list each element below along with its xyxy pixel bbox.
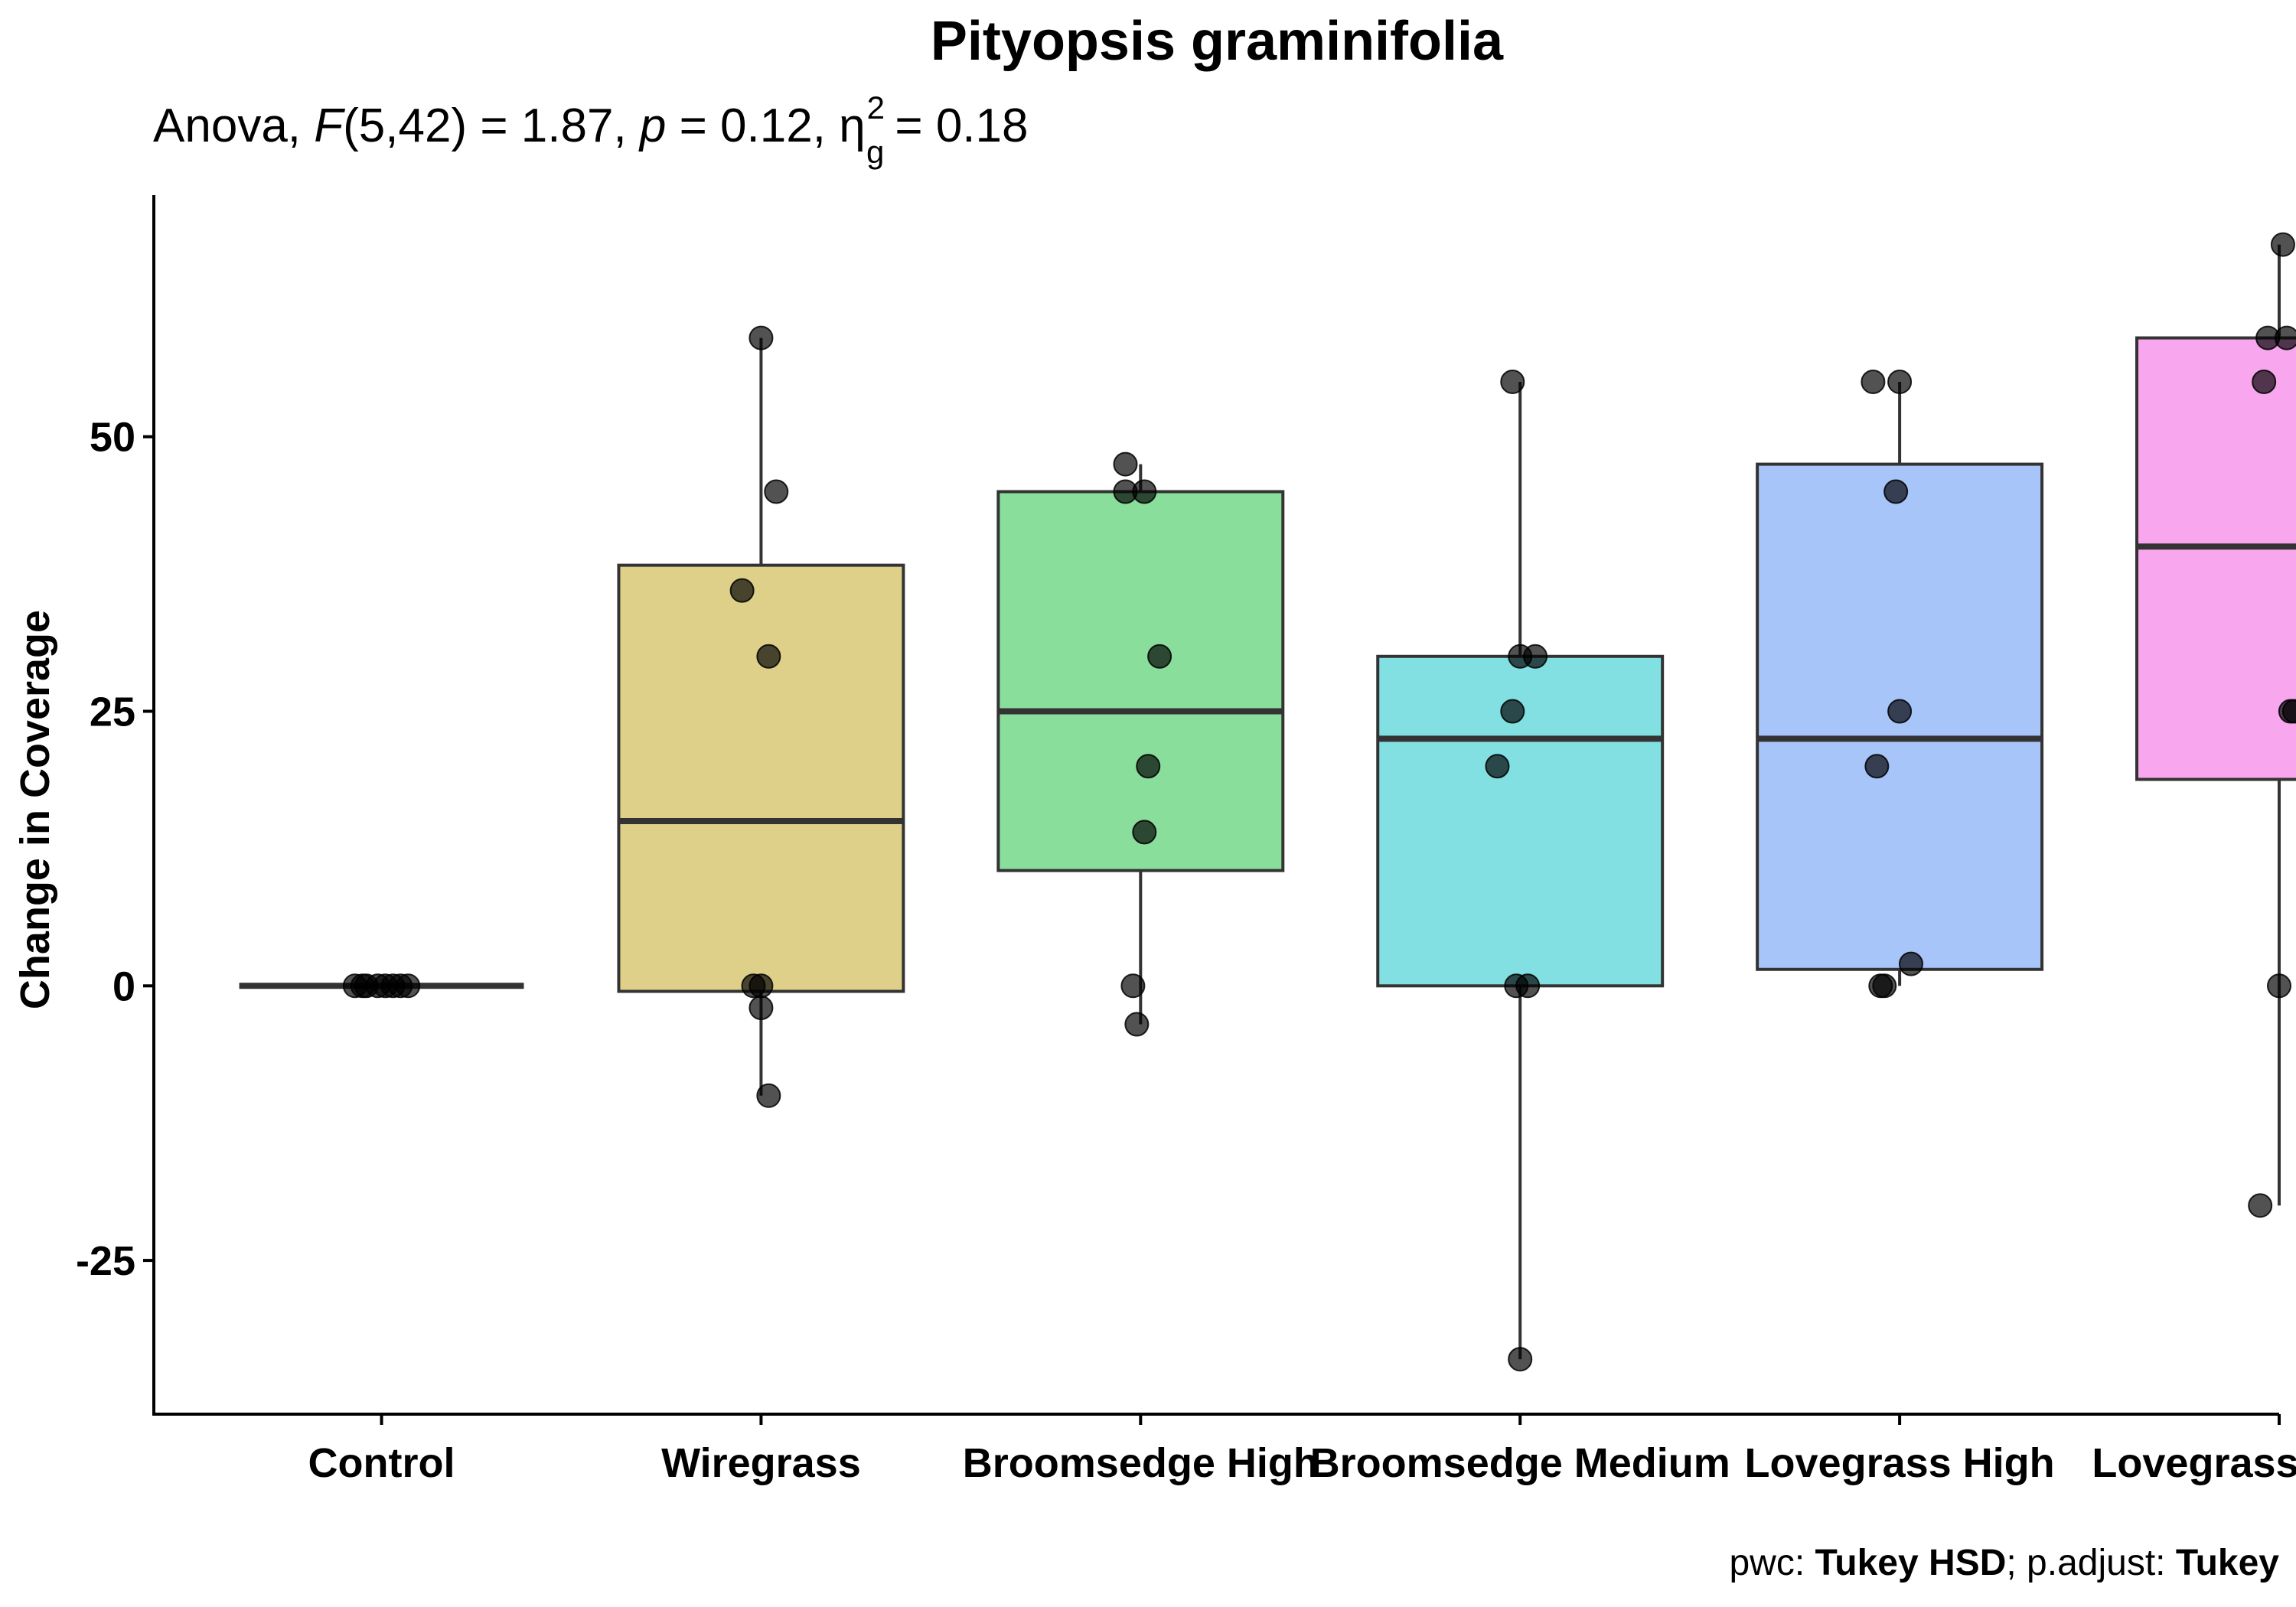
data-point — [1132, 479, 1157, 504]
data-point — [1872, 973, 1897, 999]
caption-adjust-value: Tukey — [2176, 1543, 2279, 1583]
data-point — [2281, 699, 2296, 724]
data-point — [396, 973, 421, 999]
data-point — [1523, 644, 1548, 669]
y-tick-label: 50 — [90, 415, 135, 461]
subtitle-p-symbol: p — [638, 99, 666, 152]
data-point — [729, 578, 755, 603]
caption-pwc-value: Tukey HSD — [1815, 1543, 2007, 1583]
data-point — [2270, 232, 2295, 257]
x-tick-label: Broomsedge High — [963, 1440, 1319, 1486]
data-point — [2267, 973, 2291, 999]
data-point — [1898, 951, 1923, 976]
x-tick-label: Lovegrass High — [1745, 1440, 2055, 1486]
data-point — [1887, 699, 1913, 724]
data-point — [756, 644, 781, 669]
data-point — [2248, 1193, 2273, 1218]
data-point — [1864, 754, 1890, 779]
data-point — [1500, 699, 1525, 724]
x-tick-label: Broomsedge Medium — [1310, 1440, 1730, 1486]
data-point — [1113, 451, 1138, 477]
data-point — [1883, 479, 1909, 504]
data-point — [1515, 973, 1541, 999]
data-point — [2252, 369, 2277, 394]
data-point — [764, 479, 789, 504]
caption-pwc-label: pwc: — [1729, 1543, 1815, 1583]
subtitle-stat-symbol: F — [314, 99, 345, 152]
box-body — [996, 490, 1285, 872]
box-body — [617, 563, 905, 993]
box-6 — [2135, 244, 2296, 1206]
chart-title: Pityopsis graminifolia — [931, 11, 1504, 72]
x-tick-label: Lovegrass Medium — [2092, 1440, 2296, 1486]
subtitle-p-value: = 0.12, — [680, 99, 826, 152]
x-tick-label: Control — [308, 1440, 455, 1486]
plot-area: -25 0 25 50 Control Wiregrass Broomsedge HighB… — [76, 232, 2296, 1486]
data-point — [748, 973, 774, 999]
box-4 — [1376, 381, 1665, 1360]
subtitle-effect-sup: 2 — [867, 90, 885, 125]
data-point — [1136, 754, 1161, 779]
subtitle-effect-symbol: η — [839, 99, 865, 152]
data-point — [1500, 369, 1525, 394]
y-tick-label: 0 — [113, 963, 135, 1009]
data-point — [748, 325, 774, 350]
subtitle-effect-sub: g — [866, 134, 884, 170]
data-point — [756, 1083, 781, 1108]
data-point — [748, 996, 774, 1020]
data-point — [1508, 1347, 1533, 1372]
data-point — [350, 973, 375, 999]
data-point — [2274, 325, 2296, 350]
y-axis-label: Change in Coverage — [12, 610, 58, 1009]
y-tick-label: -25 — [76, 1238, 135, 1284]
box-5 — [1756, 381, 2044, 986]
chart-subtitle: Anova, F(5,42) = 1.87, p = 0.12, η2 g = 0.… — [153, 90, 1029, 170]
y-tick-label: 25 — [90, 689, 135, 735]
x-tick-label: Wiregrass — [661, 1440, 861, 1486]
box-2 — [617, 337, 905, 1096]
data-point — [1147, 644, 1172, 669]
data-point — [1485, 754, 1510, 779]
data-point — [1887, 369, 1913, 394]
subtitle-test: Anova, — [153, 99, 301, 152]
data-point — [1132, 820, 1157, 845]
caption-separator: ; p.adjust: — [2006, 1543, 2175, 1583]
subtitle-df: (5,42) — [343, 99, 467, 152]
caption: pwc: Tukey HSD; p.adjust: Tukey — [1729, 1543, 2279, 1583]
box-3 — [996, 464, 1285, 1025]
subtitle-stat-value: = 1.87, — [480, 99, 626, 152]
subtitle-effect-value: = 0.18 — [895, 99, 1028, 152]
data-point — [1861, 369, 1886, 394]
data-point — [1120, 973, 1146, 999]
box-body — [2135, 336, 2296, 781]
data-point — [1124, 1012, 1150, 1037]
